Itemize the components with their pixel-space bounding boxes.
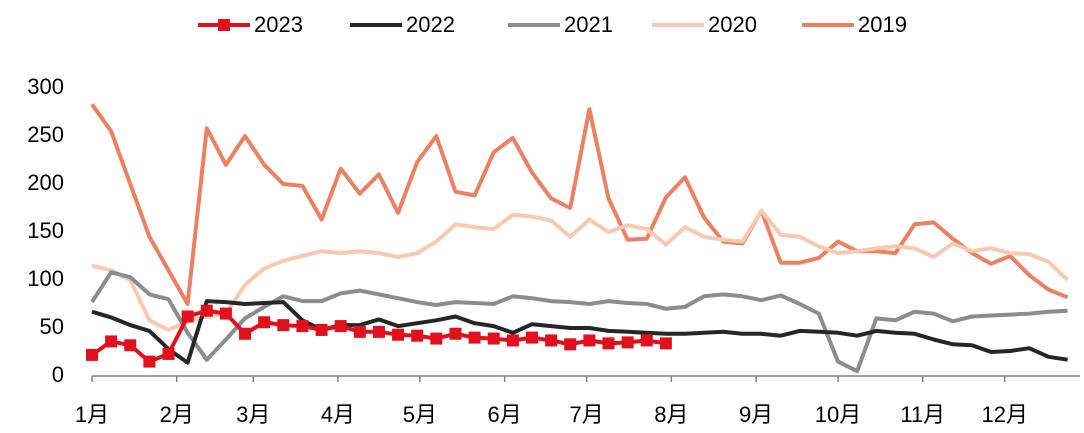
x-tick-label: 7月 xyxy=(570,402,604,427)
series-marker xyxy=(411,329,424,342)
series-marker xyxy=(143,355,156,368)
series-line xyxy=(91,208,1069,332)
x-tick-label: 4月 xyxy=(321,402,355,427)
series-marker xyxy=(200,304,213,317)
y-tick-label: 0 xyxy=(52,362,64,387)
series-marker xyxy=(468,331,481,344)
series-marker xyxy=(105,335,118,348)
x-tick-label: 1月 xyxy=(75,402,109,427)
series-marker xyxy=(430,332,443,345)
series-marker xyxy=(334,320,347,333)
series-marker xyxy=(315,323,328,336)
series-marker xyxy=(487,332,500,345)
y-tick-label: 300 xyxy=(27,74,64,99)
legend-label: 2021 xyxy=(564,12,613,37)
series-marker xyxy=(602,337,615,350)
legend-marker xyxy=(218,19,230,31)
legend-label: 2022 xyxy=(406,12,455,37)
series-line xyxy=(90,103,1069,306)
x-tick-label: 3月 xyxy=(236,402,270,427)
x-tick-label: 9月 xyxy=(739,402,773,427)
series-line xyxy=(91,299,1068,365)
x-tick-label: 11月 xyxy=(900,402,945,427)
series-marker xyxy=(219,307,232,320)
x-tick-label: 10月 xyxy=(815,402,861,427)
series-marker xyxy=(296,320,309,333)
series-marker xyxy=(659,337,672,350)
series-marker xyxy=(506,334,519,347)
series-marker xyxy=(372,325,385,338)
series-marker xyxy=(353,325,366,338)
series-marker xyxy=(583,334,596,347)
x-tick-label: 5月 xyxy=(403,402,437,427)
y-tick-label: 250 xyxy=(27,122,64,147)
series-marker xyxy=(449,327,462,340)
series-marker xyxy=(86,348,98,361)
x-tick-label: 2月 xyxy=(160,402,194,427)
x-tick-label: 6月 xyxy=(488,402,522,427)
y-tick-label: 200 xyxy=(27,170,64,195)
x-tick-label: 12月 xyxy=(982,402,1028,427)
series-marker xyxy=(181,310,194,323)
series-marker xyxy=(239,327,252,340)
series-marker xyxy=(621,336,634,349)
y-tick-label: 50 xyxy=(40,314,64,339)
y-tick-label: 100 xyxy=(27,266,64,291)
series-marker xyxy=(277,319,290,332)
legend-label: 2019 xyxy=(858,12,907,37)
x-tick-label: 8月 xyxy=(654,402,688,427)
series-marker xyxy=(124,339,137,352)
series-marker xyxy=(564,338,577,351)
legend-label: 2023 xyxy=(254,12,303,37)
series-marker xyxy=(545,334,558,347)
series-marker xyxy=(392,328,405,341)
series-marker xyxy=(258,316,271,329)
series-marker xyxy=(525,331,538,344)
y-tick-label: 150 xyxy=(27,218,64,243)
legend-label: 2020 xyxy=(708,12,757,37)
series-line xyxy=(90,270,1068,374)
series-marker xyxy=(162,347,175,360)
series-marker xyxy=(640,334,653,347)
